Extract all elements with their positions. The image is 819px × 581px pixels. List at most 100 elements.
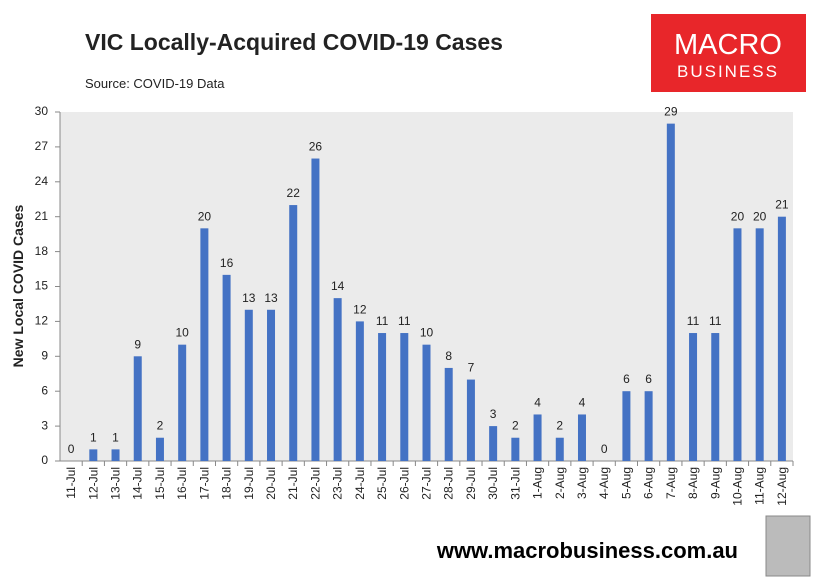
data-label: 10	[420, 326, 434, 340]
data-label: 29	[664, 105, 678, 119]
bar	[644, 391, 653, 461]
bar	[267, 309, 276, 461]
bar	[155, 437, 164, 461]
y-tick-label: 6	[41, 383, 48, 397]
data-label: 12	[353, 302, 367, 316]
bar	[289, 205, 298, 461]
x-tick-label: 16-Jul	[175, 467, 189, 500]
y-tick-label: 0	[41, 453, 48, 467]
x-tick-label: 30-Jul	[486, 467, 500, 500]
x-tick-label: 2-Aug	[553, 467, 567, 499]
x-tick-label: 11-Jul	[64, 467, 78, 499]
bar	[777, 216, 786, 461]
x-tick-label: 21-Jul	[286, 467, 300, 500]
data-label: 11	[376, 314, 389, 328]
x-tick-label: 17-Jul	[197, 467, 211, 500]
data-label: 1	[90, 430, 97, 444]
y-tick-label: 30	[35, 104, 49, 118]
logo-text: MACRO	[674, 29, 782, 61]
data-label: 1	[112, 430, 119, 444]
data-label: 8	[445, 349, 452, 363]
bar	[111, 449, 120, 461]
bar	[400, 333, 409, 461]
data-label: 20	[731, 209, 745, 223]
x-tick-label: 24-Jul	[353, 467, 367, 500]
bar	[466, 379, 475, 461]
bar	[689, 333, 698, 461]
data-label: 4	[534, 395, 541, 409]
data-label: 21	[775, 198, 789, 212]
x-tick-label: 8-Aug	[686, 467, 700, 499]
data-label: 4	[579, 395, 586, 409]
data-label: 9	[134, 337, 141, 351]
x-tick-label: 26-Jul	[397, 467, 411, 500]
data-label: 22	[287, 186, 301, 200]
x-tick-label: 7-Aug	[664, 467, 678, 499]
bar	[200, 228, 209, 461]
bar	[733, 228, 742, 461]
data-label: 6	[645, 372, 652, 386]
bar	[533, 414, 542, 461]
y-tick-label: 18	[35, 244, 49, 258]
data-label: 13	[242, 291, 256, 305]
x-tick-label: 14-Jul	[131, 467, 145, 500]
x-tick-label: 19-Jul	[242, 467, 256, 500]
bar	[711, 333, 720, 461]
bar	[755, 228, 764, 461]
x-tick-label: 4-Aug	[597, 467, 611, 499]
x-tick-label: 12-Jul	[86, 467, 100, 500]
y-tick-label: 27	[35, 139, 49, 153]
logo-box	[651, 14, 806, 92]
data-label: 2	[512, 419, 519, 433]
data-label: 2	[157, 419, 164, 433]
data-label: 13	[264, 291, 278, 305]
data-label: 14	[331, 279, 345, 293]
chart-subtitle: Source: COVID-19 Data	[85, 76, 225, 91]
x-tick-label: 31-Jul	[508, 467, 522, 500]
x-tick-label: 28-Jul	[442, 467, 456, 500]
data-label: 11	[687, 314, 700, 328]
data-label: 26	[309, 140, 323, 154]
x-tick-label: 10-Aug	[730, 467, 744, 506]
data-label: 2	[556, 419, 563, 433]
data-label: 16	[220, 256, 234, 270]
data-label: 7	[468, 361, 475, 375]
data-label: 0	[68, 442, 75, 456]
x-tick-label: 13-Jul	[109, 467, 123, 500]
bar	[244, 309, 253, 461]
x-tick-label: 18-Jul	[220, 467, 234, 500]
data-label: 6	[623, 372, 630, 386]
bar	[622, 391, 631, 461]
x-tick-label: 12-Aug	[775, 467, 789, 506]
x-tick-label: 6-Aug	[642, 467, 656, 499]
x-tick-label: 9-Aug	[708, 467, 722, 499]
data-label: 0	[601, 442, 608, 456]
bar	[666, 123, 675, 461]
x-tick-label: 20-Jul	[264, 467, 278, 500]
bar	[178, 344, 187, 461]
bar	[311, 158, 320, 462]
x-tick-label: 29-Jul	[464, 467, 478, 500]
bar	[378, 333, 387, 461]
data-label: 11	[398, 314, 411, 328]
y-axis-title: New Local COVID Cases	[10, 204, 26, 367]
wolf-icon	[765, 515, 811, 577]
data-label: 10	[175, 326, 189, 340]
data-label: 11	[709, 314, 722, 328]
data-label: 20	[198, 209, 212, 223]
y-tick-label: 9	[41, 348, 48, 362]
x-tick-label: 23-Jul	[331, 467, 345, 500]
bar	[333, 298, 342, 461]
x-tick-label: 15-Jul	[153, 467, 167, 500]
bar	[555, 437, 564, 461]
bar	[511, 437, 520, 461]
y-tick-label: 3	[41, 418, 48, 432]
bar	[489, 426, 498, 461]
x-tick-label: 25-Jul	[375, 467, 389, 500]
bar	[577, 414, 586, 461]
x-tick-label: 22-Jul	[308, 467, 322, 500]
bar	[89, 449, 98, 461]
y-tick-label: 15	[35, 279, 49, 293]
chart-title: VIC Locally-Acquired COVID-19 Cases	[85, 29, 503, 55]
